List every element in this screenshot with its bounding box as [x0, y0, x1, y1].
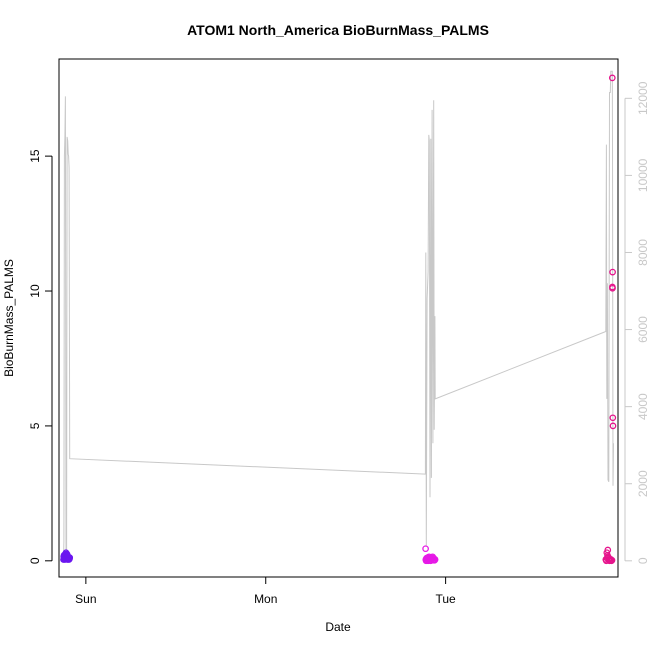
x-tick-label: Mon: [254, 592, 277, 606]
data-point: [609, 284, 616, 292]
y-left-tick-label: 5: [28, 422, 42, 429]
y-right-tick-label: 2000: [636, 470, 650, 497]
y-axis-left: 0 5 10 15: [28, 149, 53, 564]
y-left-tick-label: 0: [28, 557, 42, 564]
data-point: [422, 545, 429, 553]
x-tick-label: Sun: [75, 592, 96, 606]
y-axis-label: BioBurnMass_PALMS: [2, 259, 16, 377]
point-series: [60, 74, 617, 565]
line-series-path: [63, 70, 614, 561]
y-right-tick-label: 10000: [636, 158, 650, 192]
plot-frame: [58, 58, 619, 578]
chart-title: ATOM1 North_America BioBurnMass_PALMS: [187, 22, 489, 38]
x-axis-label: Date: [325, 620, 351, 634]
x-axis: Sun Mon Tue: [75, 577, 456, 606]
y-left-tick-label: 10: [28, 284, 42, 298]
data-point: [608, 74, 616, 82]
data-point: [604, 546, 612, 554]
y-axis-right: 0 2000 4000 6000 8000 10000 12000: [624, 81, 650, 564]
data-point: [609, 414, 617, 422]
y-right-tick-label: 4000: [636, 393, 650, 420]
y-left-tick-label: 15: [28, 149, 42, 163]
y-right-tick-label: 12000: [636, 81, 650, 115]
line-series: [63, 70, 614, 561]
data-point: [609, 268, 616, 276]
y-right-tick-label: 6000: [636, 316, 650, 343]
data-point: [431, 556, 439, 563]
data-point: [66, 554, 74, 561]
x-tick-label: Tue: [435, 592, 456, 606]
y-right-tick-label: 0: [636, 557, 650, 564]
data-point: [609, 422, 617, 430]
y-right-tick-label: 8000: [636, 239, 650, 266]
data-point: [608, 556, 616, 564]
